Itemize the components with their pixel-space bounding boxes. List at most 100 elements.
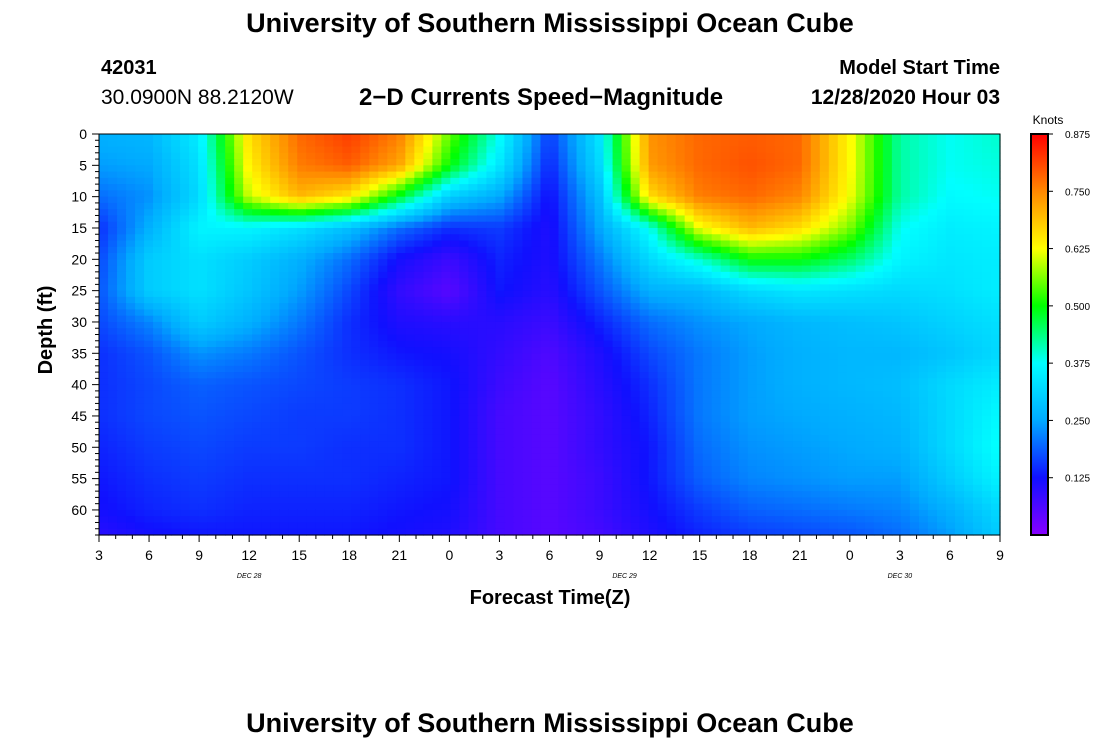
heatmap-cell <box>621 171 632 179</box>
heatmap-cell <box>981 152 992 160</box>
heatmap-cell <box>792 390 803 398</box>
heatmap-cell <box>432 353 442 361</box>
heatmap-cell <box>621 134 632 141</box>
heatmap-cell <box>360 409 370 417</box>
heatmap-cell <box>288 290 298 298</box>
heatmap-cell <box>432 240 442 248</box>
heatmap-cell <box>216 303 226 311</box>
heatmap-cell <box>981 227 992 235</box>
heatmap-cell <box>288 165 298 173</box>
heatmap-cell <box>801 253 812 260</box>
heatmap-cell <box>576 334 587 342</box>
heatmap-cell <box>288 177 298 185</box>
heatmap-cell <box>990 246 1001 254</box>
heatmap-cell <box>144 265 154 273</box>
heatmap-cell <box>720 246 731 254</box>
heatmap-cell <box>324 246 334 254</box>
heatmap-cell <box>747 415 758 423</box>
heatmap-cell <box>162 265 172 273</box>
heatmap-cell <box>990 278 1001 285</box>
heatmap-cell <box>459 240 470 248</box>
heatmap-cell <box>585 146 596 154</box>
heatmap-cell <box>918 265 929 273</box>
heatmap-cell <box>657 340 668 348</box>
heatmap-cell <box>657 246 668 254</box>
heatmap-cell <box>324 290 334 298</box>
heatmap-cell <box>180 390 190 398</box>
heatmap-cell <box>144 428 154 436</box>
heatmap-cell <box>792 441 803 448</box>
heatmap-cell <box>261 334 271 342</box>
heatmap-cell <box>387 146 397 154</box>
heatmap-cell <box>666 165 677 173</box>
heatmap-cell <box>207 140 217 148</box>
heatmap-cell <box>450 196 460 204</box>
heatmap-cell <box>801 177 812 185</box>
heatmap-cell <box>918 209 929 217</box>
heatmap-cell <box>414 253 424 260</box>
heatmap-cell <box>504 177 515 185</box>
heatmap-cell <box>900 215 911 223</box>
heatmap-cell <box>558 221 569 229</box>
heatmap-cell <box>261 265 271 273</box>
heatmap-cell <box>990 409 1001 417</box>
heatmap-cell <box>783 415 794 423</box>
heatmap-cell <box>180 171 190 179</box>
heatmap-cell <box>495 196 506 204</box>
heatmap-cell <box>432 177 442 185</box>
heatmap-cell <box>324 422 334 430</box>
heatmap-cell <box>747 353 758 361</box>
heatmap-cell <box>639 140 650 148</box>
heatmap-cell <box>387 140 397 148</box>
heatmap-cell <box>324 384 334 392</box>
heatmap-cell <box>180 284 190 292</box>
heatmap-cell <box>360 171 370 179</box>
heatmap-cell <box>414 259 424 267</box>
heatmap-cell <box>945 390 956 398</box>
heatmap-cell <box>774 234 785 242</box>
heatmap-cell <box>810 390 821 398</box>
heatmap-cell <box>720 315 731 323</box>
heatmap-cell <box>648 271 659 279</box>
heatmap-cell <box>765 265 776 273</box>
heatmap-cell <box>504 409 515 417</box>
heatmap-cell <box>585 227 596 235</box>
heatmap-cell <box>621 227 632 235</box>
heatmap-cell <box>828 290 839 298</box>
heatmap-cell <box>792 384 803 392</box>
heatmap-cell <box>765 284 776 292</box>
heatmap-cell <box>792 315 803 323</box>
heatmap-cell <box>747 209 758 217</box>
heatmap-cell <box>990 390 1001 398</box>
heatmap-cell <box>414 384 424 392</box>
heatmap-cell <box>288 390 298 398</box>
heatmap-cell <box>216 227 226 235</box>
heatmap-cell <box>441 321 451 329</box>
heatmap-cell <box>567 365 578 373</box>
heatmap-cell <box>873 441 884 448</box>
heatmap-cell <box>900 177 911 185</box>
heatmap-cell <box>162 384 172 392</box>
heatmap-cell <box>405 428 415 436</box>
heatmap-cell <box>657 303 668 311</box>
heatmap-cell <box>603 184 614 191</box>
heatmap-cell <box>756 378 767 386</box>
heatmap-cell <box>675 434 686 442</box>
heatmap-cell <box>666 353 677 361</box>
heatmap-cell <box>954 259 965 267</box>
heatmap-cell <box>252 271 262 279</box>
heatmap-cell <box>225 240 235 248</box>
heatmap-cell <box>711 409 722 417</box>
heatmap-cell <box>648 353 659 361</box>
heatmap-cell <box>729 196 740 204</box>
heatmap-cell <box>900 384 911 392</box>
heatmap-cell <box>711 428 722 436</box>
heatmap-cell <box>441 290 451 298</box>
heatmap-cell <box>774 196 785 204</box>
heatmap-cell <box>720 372 731 379</box>
heatmap-cell <box>693 146 704 154</box>
heatmap-cell <box>621 409 632 417</box>
heatmap-cell <box>630 284 641 292</box>
heatmap-cell <box>324 265 334 273</box>
heatmap-cell <box>171 240 181 248</box>
